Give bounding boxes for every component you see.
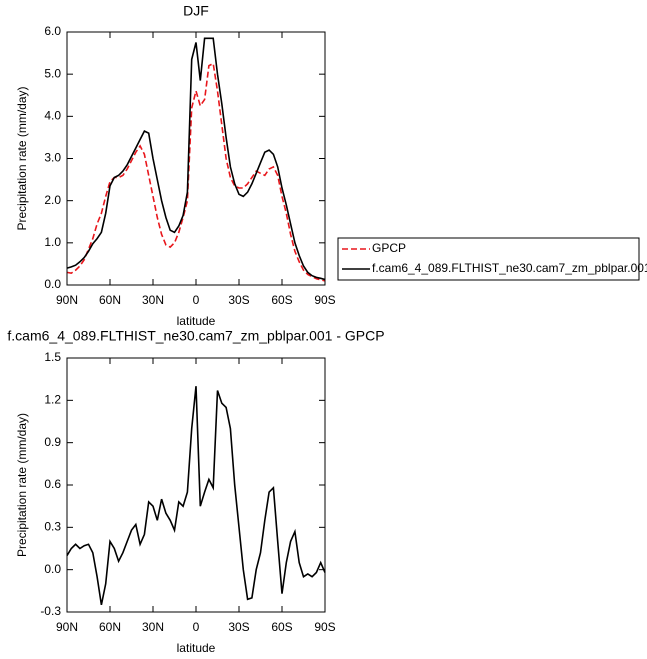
- x-tick-label: 60S: [271, 293, 292, 307]
- x-tick-label: 90S: [314, 620, 335, 634]
- x-tick-label: 30S: [228, 620, 249, 634]
- data-line: [66, 37, 326, 281]
- chart-title: DJF: [183, 3, 209, 19]
- x-tick-label: 0: [193, 620, 200, 634]
- x-tick-label: 0: [193, 293, 200, 307]
- y-tick-label: 6.0: [44, 24, 61, 38]
- y-tick-label: 1.0: [44, 235, 61, 249]
- legend-label: f.cam6_4_089.FLTHIST_ne30.cam7_zm_pblpar…: [372, 261, 647, 275]
- y-tick-label: 3.0: [44, 151, 61, 165]
- x-tick-label: 90N: [56, 620, 78, 634]
- data-line: [66, 386, 326, 606]
- y-tick-label: 5.0: [44, 66, 61, 80]
- y-tick-label: -0.3: [40, 604, 61, 618]
- y-tick-label: 0.0: [44, 277, 61, 291]
- y-tick-label: 1.2: [44, 393, 61, 407]
- x-tick-label: 90S: [314, 293, 335, 307]
- data-line: [66, 62, 326, 282]
- x-tick-label: 60N: [99, 293, 121, 307]
- y-tick-label: 0.3: [44, 520, 61, 534]
- x-tick-label: 90N: [56, 293, 78, 307]
- x-tick-label: 30N: [142, 293, 164, 307]
- y-axis-label: Precipitation rate (mm/day): [15, 413, 29, 557]
- y-tick-label: 0.0: [44, 562, 61, 576]
- x-tick-label: 30S: [228, 293, 249, 307]
- x-tick-label: 60N: [99, 620, 121, 634]
- plot-frame: [66, 31, 326, 286]
- y-tick-label: 4.0: [44, 109, 61, 123]
- legend-label: GPCP: [372, 241, 406, 255]
- y-tick-label: 2.0: [44, 193, 61, 207]
- x-tick-label: 30N: [142, 620, 164, 634]
- y-axis-label: Precipitation rate (mm/day): [15, 86, 29, 230]
- x-axis-label: latitude: [177, 314, 216, 328]
- plot-frame: [66, 357, 326, 613]
- x-axis-label: latitude: [177, 641, 216, 655]
- chart-title: f.cam6_4_089.FLTHIST_ne30.cam7_zm_pblpar…: [7, 328, 384, 344]
- legend-box: [337, 237, 640, 281]
- x-tick-label: 60S: [271, 620, 292, 634]
- y-tick-label: 0.9: [44, 435, 61, 449]
- y-tick-label: 0.6: [44, 477, 61, 491]
- y-tick-label: 1.5: [44, 350, 61, 364]
